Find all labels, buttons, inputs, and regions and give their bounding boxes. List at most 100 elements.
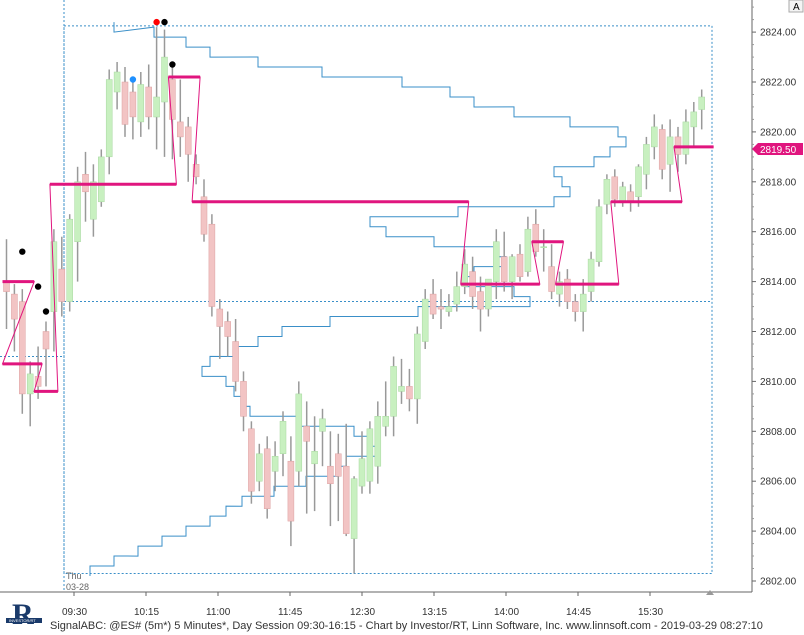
candle-up bbox=[635, 166, 642, 197]
candle-up bbox=[161, 56, 168, 103]
x-tick-label: 09:30 bbox=[62, 607, 87, 618]
candle-up bbox=[295, 393, 303, 472]
candle-down bbox=[477, 291, 484, 310]
scale-button[interactable]: A bbox=[788, 0, 804, 13]
candle-up bbox=[350, 478, 358, 539]
candle-up bbox=[311, 451, 318, 465]
candle-down bbox=[184, 126, 192, 155]
y-tick-label: 2816.00 bbox=[760, 227, 797, 238]
day-label: Thu bbox=[66, 571, 82, 581]
date-label: Thu 03-28 bbox=[66, 571, 89, 592]
candle-down bbox=[248, 428, 255, 492]
x-tick-label: 13:15 bbox=[422, 607, 447, 618]
candle-down bbox=[145, 86, 152, 118]
candle-up bbox=[153, 96, 160, 118]
candle-up bbox=[540, 246, 547, 248]
candle-up bbox=[579, 293, 587, 312]
candle-up bbox=[690, 111, 698, 128]
candle-down bbox=[224, 321, 231, 337]
candle-down bbox=[42, 331, 50, 350]
candle-down bbox=[611, 176, 619, 200]
candle-up bbox=[619, 186, 626, 203]
candle-up bbox=[398, 386, 405, 392]
signal-dot bbox=[129, 76, 137, 83]
candle-up bbox=[390, 366, 397, 417]
candle-down bbox=[548, 266, 555, 292]
candle-down bbox=[564, 278, 571, 302]
candle-down bbox=[19, 301, 26, 395]
scale-button-box[interactable] bbox=[788, 0, 804, 13]
candle-up bbox=[256, 453, 263, 482]
vwap-line bbox=[1, 75, 714, 393]
candle-up bbox=[651, 126, 658, 148]
signal-dots bbox=[19, 18, 176, 315]
candle-up bbox=[556, 281, 563, 295]
y-tick-label: 2814.00 bbox=[760, 277, 797, 288]
y-tick-label: 2818.00 bbox=[760, 177, 797, 188]
candle-down bbox=[192, 164, 200, 178]
candle-down bbox=[303, 426, 310, 442]
y-tick-label: 2822.00 bbox=[760, 78, 797, 89]
date-value: 03-28 bbox=[66, 582, 89, 592]
candle-up bbox=[105, 79, 113, 158]
candle-up bbox=[603, 179, 611, 205]
candle-down bbox=[208, 223, 216, 307]
signal-dot bbox=[19, 248, 26, 255]
y-tick-label: 2820.00 bbox=[760, 127, 797, 138]
candle-up bbox=[587, 258, 595, 292]
candle-down bbox=[216, 308, 224, 327]
x-axis[interactable]: 09:30 10:15 11:00 11:45 12:30 13:15 14:00 14:45… bbox=[0, 591, 752, 618]
scroll-marker-icon[interactable] bbox=[706, 590, 714, 595]
y-tick-label: 2804.00 bbox=[760, 527, 797, 538]
candle-up bbox=[26, 373, 34, 395]
x-tick-label: 14:00 bbox=[494, 607, 519, 618]
candle-down bbox=[500, 256, 508, 282]
candle-down bbox=[327, 465, 334, 484]
x-tick-label: 11:00 bbox=[206, 607, 231, 618]
candle-up bbox=[414, 333, 421, 400]
candle-down bbox=[658, 129, 666, 170]
logo-band bbox=[6, 618, 42, 623]
chart-background bbox=[0, 0, 752, 592]
chart-footer: SignalABC: @ES# (5m*) 5 Minutes*, Day Se… bbox=[50, 620, 763, 632]
signal-dot bbox=[153, 18, 160, 26]
candle-down bbox=[437, 306, 445, 310]
signal-dot bbox=[169, 61, 176, 68]
candle-down bbox=[58, 268, 66, 302]
candle-up bbox=[374, 416, 382, 467]
candle-up bbox=[74, 181, 81, 242]
candle-down bbox=[572, 301, 579, 312]
signal-dot bbox=[34, 283, 42, 290]
logo-letter: R bbox=[12, 598, 34, 631]
candle-down bbox=[169, 79, 176, 120]
x-tick-label: 12:30 bbox=[350, 607, 375, 618]
candle-down bbox=[177, 121, 184, 138]
y-tick-label: 2808.00 bbox=[760, 427, 797, 438]
candle-down bbox=[121, 81, 129, 125]
candle-down bbox=[287, 460, 295, 522]
candle-up bbox=[453, 286, 461, 305]
y-tick-label: 2810.00 bbox=[760, 377, 797, 388]
candle-down bbox=[342, 465, 350, 534]
candle-down bbox=[200, 196, 208, 235]
candle-up bbox=[113, 71, 121, 93]
investor-rt-logo: R INVESTOR/RT bbox=[6, 598, 42, 631]
candle-up bbox=[508, 256, 516, 282]
candle-up bbox=[682, 121, 690, 155]
y-axis[interactable]: 2802.00 2804.00 2806.00 2808.00 2810.00 2812.… bbox=[751, 0, 797, 592]
candle-up bbox=[595, 206, 603, 262]
x-tick-label: 15:30 bbox=[638, 607, 663, 618]
candle-up bbox=[319, 418, 326, 432]
candle-down bbox=[240, 381, 247, 417]
last-price-marker bbox=[752, 143, 803, 155]
y-tick-label: 2806.00 bbox=[760, 477, 797, 488]
candle-up bbox=[643, 144, 650, 175]
x-tick-label: 11:45 bbox=[278, 607, 303, 618]
last-price-tag: 2819.50 bbox=[752, 143, 803, 156]
candle-down bbox=[232, 341, 239, 382]
y-tick-label: 2824.00 bbox=[760, 28, 797, 39]
candle-down bbox=[11, 293, 18, 320]
candle-down bbox=[129, 91, 137, 118]
scale-button-label[interactable]: A bbox=[793, 2, 800, 13]
